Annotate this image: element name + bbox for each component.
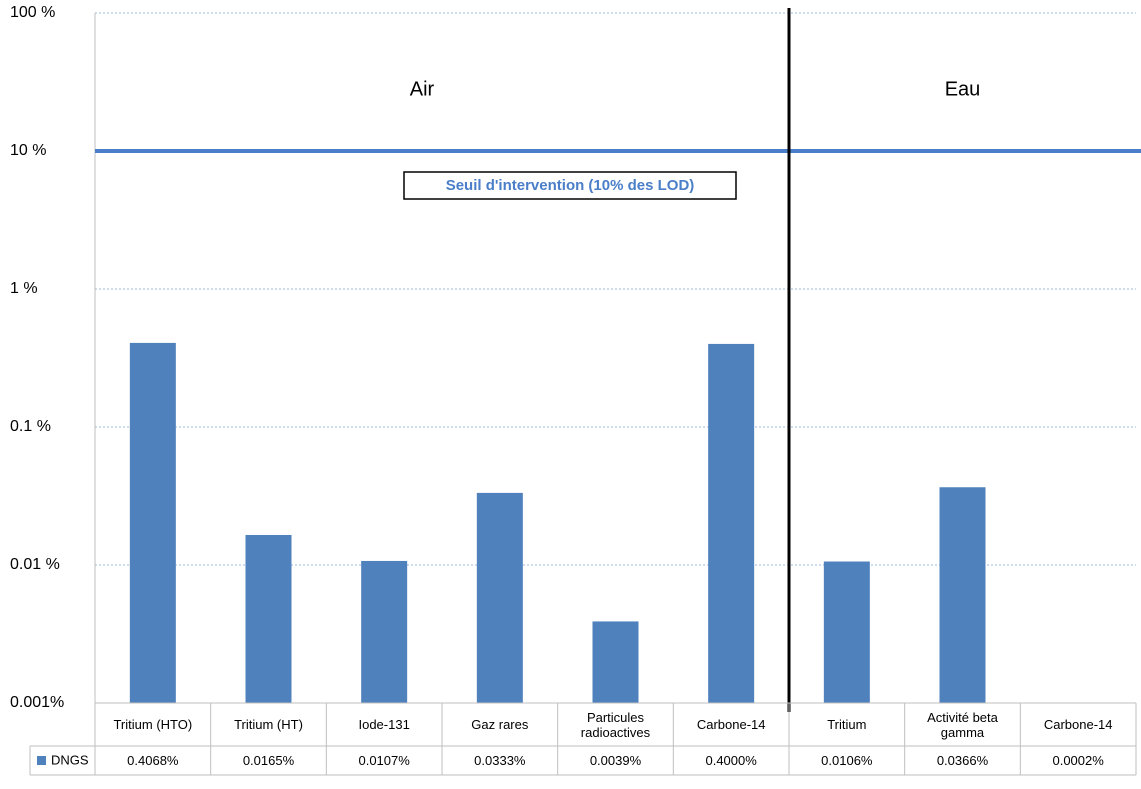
x-tick-label-box: Activité beta gamma — [927, 709, 998, 740]
x-tick-label-box: Iode-131 — [358, 717, 410, 732]
x-tick-label-box: Tritium (HTO) — [113, 717, 193, 732]
bar — [129, 342, 176, 703]
threshold-label-box — [403, 171, 737, 200]
y-tick-label: 0.01 % — [10, 556, 60, 573]
value-label-box: 0.4068% — [127, 753, 179, 768]
group-label: Eau — [945, 78, 981, 100]
bar — [823, 561, 870, 703]
bar — [939, 487, 986, 703]
value-label: 0.0106% — [821, 753, 873, 768]
bar — [708, 343, 755, 703]
x-tick-label: Particules radioactives — [580, 709, 651, 740]
x-tick-label-box: Carbone-14 — [696, 717, 766, 732]
x-tick-label-box: Tritium (HT) — [234, 717, 303, 732]
value-label: 0.0333% — [474, 753, 526, 768]
x-tick-label: Tritium (HTO) — [113, 717, 193, 732]
value-label: 0.0165% — [242, 753, 295, 768]
value-label-box: 0.0107% — [358, 753, 410, 768]
x-tick-label: Gaz rares — [471, 717, 529, 732]
x-tick-label-box: Gaz rares — [471, 717, 529, 732]
group-label: Air — [410, 78, 435, 100]
value-label-box: 0.0333% — [474, 753, 526, 768]
y-tick-label: 0.001% — [10, 694, 64, 711]
value-label-box: 0.0039% — [589, 753, 642, 768]
x-tick-label: Tritium — [827, 717, 867, 732]
value-label: 0.0366% — [936, 753, 989, 768]
x-tick-label-box: Carbone-14 — [1043, 717, 1113, 732]
x-tick-label-box: Particules radioactives — [580, 709, 651, 740]
y-tick-label: 10 % — [10, 142, 46, 159]
x-tick-label: Carbone-14 — [696, 717, 766, 732]
x-tick-label: Carbone-14 — [1043, 717, 1113, 732]
value-label: 0.4068% — [127, 753, 179, 768]
bar — [592, 621, 639, 703]
bar — [245, 534, 292, 703]
value-label-box: 0.0165% — [242, 753, 295, 768]
y-tick-label: 1 % — [10, 280, 38, 297]
x-tick-label: Activité beta gamma — [927, 709, 998, 740]
threshold-label: Seuil d'intervention (10% des LOD) — [446, 177, 695, 194]
legend-swatch — [37, 756, 46, 765]
x-tick-label: Iode-131 — [358, 717, 410, 732]
value-label: 0.0002% — [1052, 753, 1104, 768]
value-label-box: 0.0366% — [936, 753, 989, 768]
value-label: 0.0107% — [358, 753, 410, 768]
value-label-box: 0.0002% — [1052, 753, 1104, 768]
value-label: 0.4000% — [705, 753, 757, 768]
value-label-box: 0.0106% — [821, 753, 873, 768]
x-tick-label: Tritium (HT) — [234, 717, 303, 732]
value-label-box: 0.4000% — [705, 753, 757, 768]
value-label: 0.0039% — [589, 753, 642, 768]
bar — [476, 492, 523, 703]
x-tick-label-box: Tritium — [827, 717, 867, 732]
y-tick-label: 0.1 % — [10, 418, 51, 435]
legend-label: DNGS — [51, 752, 89, 767]
bar — [361, 560, 408, 703]
y-tick-label: 100 % — [10, 4, 55, 21]
